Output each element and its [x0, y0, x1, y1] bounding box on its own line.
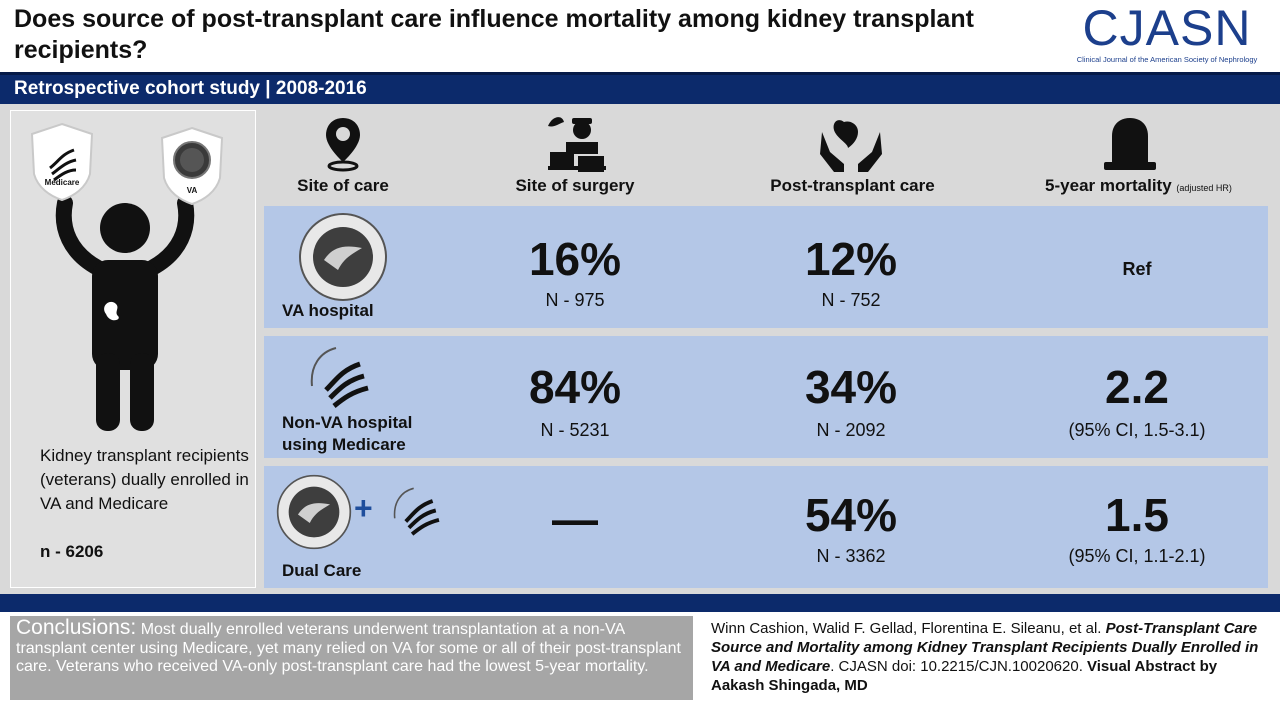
conclusions-box: Conclusions: Most dually enrolled vetera…	[10, 616, 693, 700]
cohort-count: n - 6206	[40, 542, 104, 561]
mortality-ci: (95% CI, 1.5-3.1)	[1068, 420, 1206, 440]
care-percent: 54%	[804, 489, 898, 541]
va-seal-icon	[276, 474, 352, 550]
care-count: N - 3362	[816, 546, 886, 566]
conclusions-text: Most dually enrolled veterans underwent …	[16, 621, 681, 675]
mortality-hr: Ref	[1122, 259, 1152, 279]
va-shield-icon	[160, 126, 224, 206]
study-band	[0, 72, 1280, 104]
header-mortality-label: 5-year mortality	[1045, 176, 1172, 195]
mortality-hr: 2.2	[1105, 361, 1169, 413]
surgery-percent: 84%	[528, 361, 622, 413]
row-label: Dual Care	[282, 561, 362, 580]
hands-kidney-icon	[820, 120, 882, 172]
logo-subtitle: Clinical Journal of the American Society…	[1076, 55, 1258, 64]
row-label: Non-VA hospital using Medicare	[282, 413, 413, 454]
medicare-shield-label: Medicare	[44, 178, 80, 187]
surgery-percent: 16%	[528, 233, 622, 285]
tombstone-icon	[1104, 118, 1156, 170]
header-mortality: 5-year mortality (adjusted HR)	[1036, 176, 1241, 196]
header-site-of-surgery: Site of surgery	[515, 176, 635, 195]
header-mortality-note: (adjusted HR)	[1176, 183, 1232, 193]
study-design: Retrospective cohort study | 2008-2016	[14, 78, 367, 99]
cohort-description: Kidney transplant recipients (veterans) …	[40, 446, 249, 513]
citation-credit: Visual Abstract by Aakash Shingada, MD	[711, 658, 1218, 694]
va-seal-icon	[299, 213, 387, 301]
header-post-transplant-care: Post-transplant care	[770, 176, 935, 195]
hhs-eagle-icon	[393, 487, 440, 536]
citation-doi: . CJASN doi: 10.2215/CJN.10020620.	[830, 658, 1083, 675]
mortality-hr: 1.5	[1105, 489, 1169, 541]
citation-authors: Winn Cashion, Walid F. Gellad, Florentin…	[711, 620, 1102, 637]
care-count: N - 2092	[816, 420, 886, 440]
medicare-shield-icon	[30, 122, 94, 202]
va-shield-label: VA	[186, 186, 198, 195]
care-percent: 34%	[804, 361, 898, 413]
person-icon	[55, 195, 195, 431]
surgeon-icon	[548, 117, 606, 172]
bottom-band	[0, 594, 1280, 612]
row-dual-care	[264, 466, 1268, 588]
citation: Winn Cashion, Walid F. Gellad, Florentin…	[711, 619, 1273, 695]
logo-text: CJASN	[1082, 0, 1252, 56]
row-label: VA hospital	[282, 301, 374, 320]
conclusions-label: Conclusions:	[16, 616, 137, 639]
location-pin-icon	[326, 118, 360, 172]
surgery-percent: —	[552, 493, 598, 545]
mortality-ci: (95% CI, 1.1-2.1)	[1068, 546, 1206, 566]
journal-logo: CJASN Clinical Journal of the American S…	[1062, 2, 1272, 66]
hhs-eagle-icon	[310, 347, 369, 408]
page-title: Does source of post-transplant care infl…	[14, 5, 974, 64]
care-count: N - 752	[821, 290, 881, 310]
header-site-of-care: Site of care	[297, 176, 389, 195]
row-va-hospital	[264, 206, 1268, 328]
surgery-count: N - 975	[545, 290, 605, 310]
row-non-va-hospital	[264, 336, 1268, 458]
citation-title: Post-Transplant Care Source and Mortalit…	[711, 620, 1259, 675]
surgery-count: N - 5231	[540, 420, 610, 440]
plus-sign: +	[354, 490, 373, 526]
care-percent: 12%	[804, 233, 898, 285]
